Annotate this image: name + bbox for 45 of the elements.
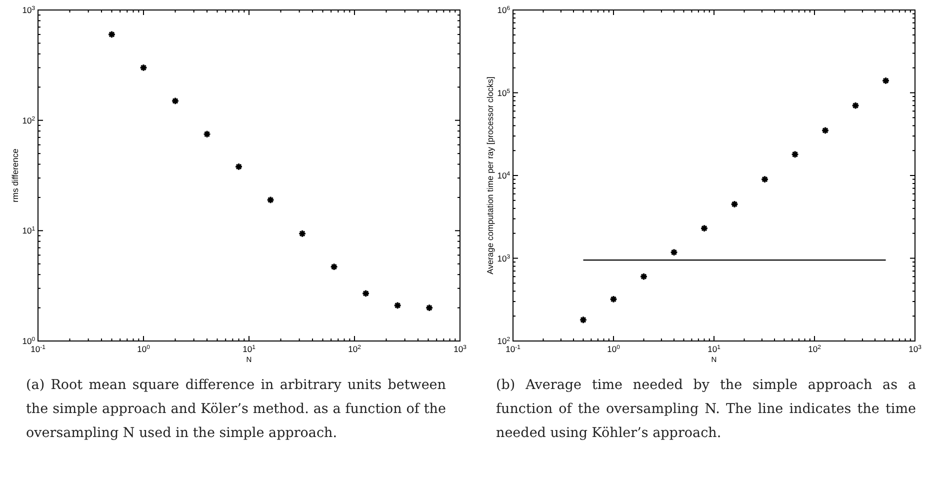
point: [394, 301, 402, 310]
x-tick-label: 10$^{-1}$: [30, 344, 46, 354]
point: [640, 272, 648, 281]
point: [610, 295, 618, 304]
point: [108, 30, 116, 38]
point: [425, 304, 434, 312]
y-axis-title: Average computation time per ray [processor clocks]: [485, 76, 495, 274]
point: [882, 76, 890, 85]
point: [330, 262, 338, 271]
point: [579, 316, 588, 324]
point: [852, 102, 860, 110]
text: (a) Root mean square difference in arbitrary units between the simple approach and Köler’s method. as a function of the oversampling N used in the simple approach.: [26, 376, 446, 443]
point: [791, 150, 800, 158]
y-tick-label: 10$^{2}$: [497, 336, 510, 346]
y-tick-label: 10$^{6}$: [497, 5, 511, 15]
x-tick-label: 10$^{1}$: [708, 344, 722, 354]
x-tick-label: 10$^{0}$: [137, 344, 151, 354]
point: [140, 64, 148, 72]
y-tick-label: 10$^{4}$: [497, 170, 511, 180]
x-tick-label: 10$^{2}$: [808, 344, 821, 354]
point: [700, 224, 708, 232]
y-tick-label: 10$^{1}$: [22, 226, 36, 236]
y-tick-label: 10$^{3}$: [497, 253, 511, 264]
point: [298, 230, 306, 238]
point: [234, 162, 243, 171]
text: (b) Average time needed by the simple approach as a function of the oversampling N. The line indicates the time needed using Köhler’s approach.: [496, 376, 916, 443]
point: [362, 289, 370, 298]
point: [670, 248, 678, 256]
x-tick-label: 10$^{0}$: [607, 344, 621, 354]
x-tick-label: 10$^{3}$: [454, 344, 468, 354]
x-tick-label: 10$^{2}$: [348, 344, 361, 354]
y-axis-title: rms difference: [10, 148, 20, 202]
x-tick-label: 10$^{1}$: [242, 344, 256, 354]
point: [760, 175, 769, 184]
point: [730, 200, 739, 208]
y-tick-label: 10$^{0}$: [22, 336, 36, 346]
x-tick-label: 10$^{3}$: [908, 344, 922, 354]
point: [171, 96, 180, 105]
y-tick-label: 10$^{3}$: [22, 5, 36, 15]
x-tick-label: 10$^{-1}$: [506, 344, 522, 354]
y-tick-label: 10$^{2}$: [22, 115, 35, 126]
y-tick-label: 10$^{5}$: [497, 88, 511, 98]
point: [203, 130, 212, 138]
point: [266, 196, 275, 204]
point: [821, 126, 830, 134]
